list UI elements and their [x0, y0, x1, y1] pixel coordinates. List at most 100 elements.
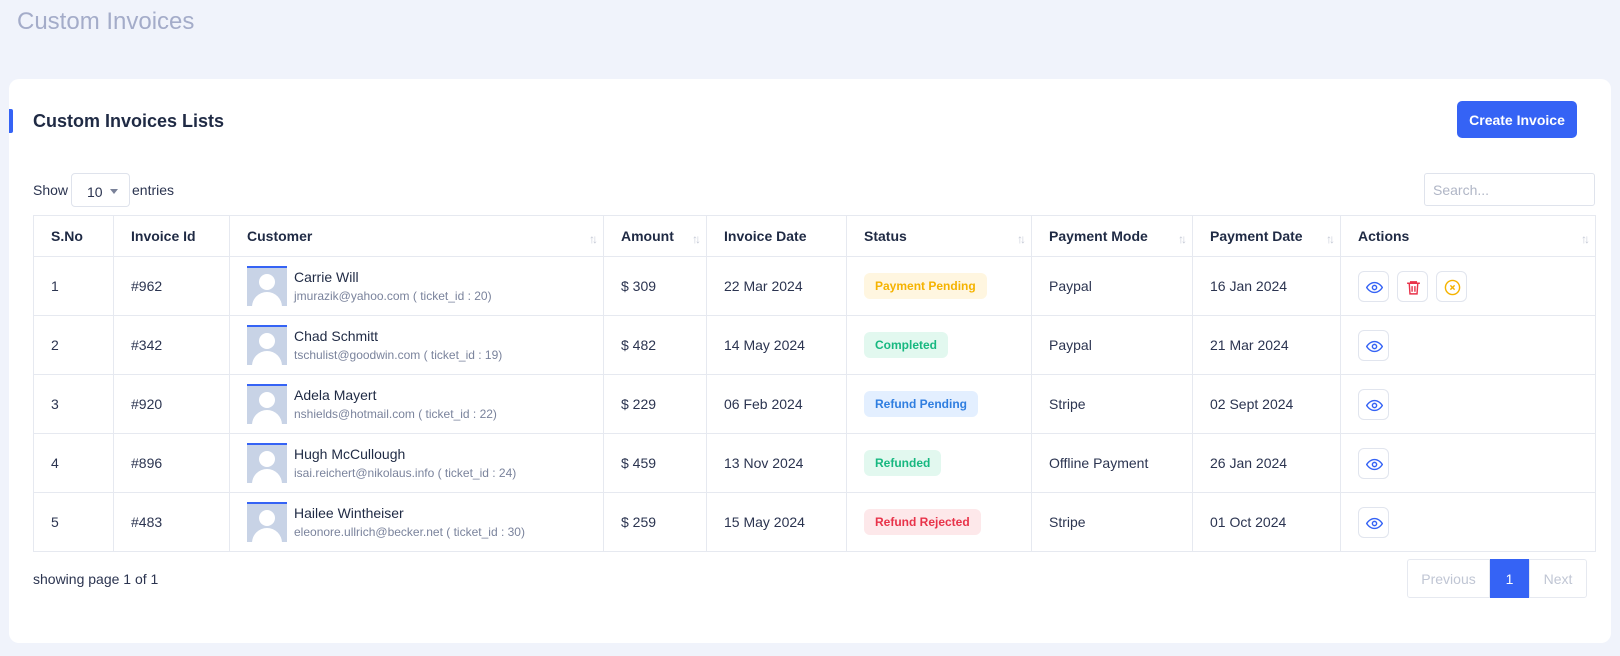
- cell-payment-mode: Paypal: [1031, 256, 1193, 316]
- status-badge: Payment Pending: [864, 273, 987, 299]
- cell-invoice-date: 13 Nov 2024: [706, 433, 847, 493]
- view-button[interactable]: [1358, 506, 1389, 538]
- sort-icon[interactable]: ↑↓: [1017, 232, 1026, 246]
- cell-amount: $ 229: [603, 374, 707, 434]
- cell-sno: 5: [33, 492, 114, 552]
- view-button[interactable]: [1358, 270, 1389, 302]
- cell-invoice-date: 06 Feb 2024: [706, 374, 847, 434]
- table-row: 2 #342 Chad Schmitt tschulist@goodwin.co…: [33, 315, 1596, 375]
- column-header-customer[interactable]: Customer ↑↓: [229, 215, 604, 257]
- customer-name: Adela Mayert: [294, 387, 377, 403]
- customer-email: eleonore.ullrich@becker.net ( ticket_id …: [294, 525, 525, 539]
- cell-customer: Chad Schmitt tschulist@goodwin.com ( tic…: [229, 315, 604, 375]
- trash-icon: [1407, 280, 1420, 295]
- column-header-payment-mode[interactable]: Payment Mode ↑↓: [1031, 215, 1193, 257]
- avatar: [247, 443, 287, 483]
- show-label: Show: [33, 182, 69, 198]
- pagination-info: showing page 1 of 1: [33, 571, 159, 587]
- cell-invoice-id: #483: [113, 492, 230, 552]
- cell-actions: [1340, 256, 1596, 316]
- sort-icon[interactable]: ↑↓: [692, 232, 701, 246]
- search-input[interactable]: [1424, 173, 1595, 206]
- cell-payment-mode: Stripe: [1031, 492, 1193, 552]
- cell-amount: $ 482: [603, 315, 707, 375]
- view-button[interactable]: [1358, 329, 1389, 361]
- cell-actions: [1340, 433, 1596, 493]
- pagination: Previous 1 Next: [1407, 559, 1587, 598]
- customer-name: Hugh McCullough: [294, 446, 406, 462]
- eye-icon: [1366, 458, 1383, 470]
- cell-amount: $ 309: [603, 256, 707, 316]
- status-badge: Refunded: [864, 450, 942, 476]
- cell-payment-date: 16 Jan 2024: [1192, 256, 1341, 316]
- column-header-invoice-date[interactable]: Invoice Date: [706, 215, 847, 257]
- cell-actions: [1340, 374, 1596, 434]
- cancel-circle-icon: [1444, 279, 1461, 295]
- status-badge: Refund Rejected: [864, 509, 981, 535]
- view-button[interactable]: [1358, 388, 1389, 420]
- cell-actions: [1340, 492, 1596, 552]
- sort-icon[interactable]: ↑↓: [1581, 232, 1590, 246]
- cell-payment-date: 21 Mar 2024: [1192, 315, 1341, 375]
- cell-status: Refund Pending: [846, 374, 1032, 434]
- card-header: Custom Invoices Lists Create Invoice: [9, 101, 1611, 138]
- cell-invoice-id: #896: [113, 433, 230, 493]
- eye-icon: [1366, 399, 1383, 411]
- delete-button[interactable]: [1397, 270, 1428, 302]
- view-button[interactable]: [1358, 447, 1389, 479]
- cell-status: Completed: [846, 315, 1032, 375]
- cell-payment-date: 02 Sept 2024: [1192, 374, 1341, 434]
- create-invoice-button[interactable]: Create Invoice: [1457, 101, 1577, 138]
- customer-name: Carrie Will: [294, 269, 359, 285]
- column-header-actions[interactable]: Actions ↑↓: [1340, 215, 1596, 257]
- status-badge: Refund Pending: [864, 391, 978, 417]
- chevron-down-icon: [110, 189, 118, 194]
- customer-email: tschulist@goodwin.com ( ticket_id : 19): [294, 348, 503, 362]
- avatar: [247, 266, 287, 306]
- cell-amount: $ 259: [603, 492, 707, 552]
- cell-sno: 1: [33, 256, 114, 316]
- cell-status: Refunded: [846, 433, 1032, 493]
- column-header-amount[interactable]: Amount ↑↓: [603, 215, 707, 257]
- customer-name: Hailee Wintheiser: [294, 505, 404, 521]
- cell-customer: Adela Mayert nshields@hotmail.com ( tick…: [229, 374, 604, 434]
- avatar: [247, 502, 287, 542]
- column-header-payment-date[interactable]: Payment Date ↑↓: [1192, 215, 1341, 257]
- table-row: 3 #920 Adela Mayert nshields@hotmail.com…: [33, 374, 1596, 434]
- column-header-sno[interactable]: S.No: [33, 215, 114, 257]
- eye-icon: [1366, 517, 1383, 529]
- customer-email: nshields@hotmail.com ( ticket_id : 22): [294, 407, 497, 421]
- previous-page-button[interactable]: Previous: [1407, 559, 1490, 598]
- next-page-button[interactable]: Next: [1529, 559, 1587, 598]
- cell-status: Payment Pending: [846, 256, 1032, 316]
- cell-customer: Hugh McCullough isai.reichert@nikolaus.i…: [229, 433, 604, 493]
- cell-invoice-date: 22 Mar 2024: [706, 256, 847, 316]
- cancel-button[interactable]: [1436, 270, 1467, 302]
- page-size-select[interactable]: 10: [71, 173, 130, 207]
- table-row: 5 #483 Hailee Wintheiser eleonore.ullric…: [33, 492, 1596, 552]
- sort-icon[interactable]: ↑↓: [589, 232, 598, 246]
- avatar: [247, 325, 287, 365]
- page-1-button[interactable]: 1: [1490, 559, 1529, 598]
- card-accent-bar: [9, 109, 13, 133]
- page-size-value: 10: [87, 184, 103, 200]
- cell-customer: Hailee Wintheiser eleonore.ullrich@becke…: [229, 492, 604, 552]
- page-title: Custom Invoices: [17, 8, 195, 35]
- eye-icon: [1366, 340, 1383, 352]
- sort-icon[interactable]: ↑↓: [1326, 232, 1335, 246]
- cell-payment-mode: Stripe: [1031, 374, 1193, 434]
- cell-invoice-id: #962: [113, 256, 230, 316]
- customer-email: jmurazik@yahoo.com ( ticket_id : 20): [294, 289, 492, 303]
- table-header-row: S.No Invoice Id Customer ↑↓ Amount ↑↓ Invo…: [33, 215, 1596, 257]
- table-controls: Show 10 entries: [33, 173, 1595, 207]
- cell-invoice-date: 14 May 2024: [706, 315, 847, 375]
- cell-invoice-id: #920: [113, 374, 230, 434]
- column-header-status[interactable]: Status ↑↓: [846, 215, 1032, 257]
- table-row: 1 #962 Carrie Will jmurazik@yahoo.com ( …: [33, 256, 1596, 316]
- cell-invoice-date: 15 May 2024: [706, 492, 847, 552]
- cell-sno: 4: [33, 433, 114, 493]
- sort-icon[interactable]: ↑↓: [1178, 232, 1187, 246]
- invoices-table: S.No Invoice Id Customer ↑↓ Amount ↑↓ Invo…: [33, 215, 1596, 552]
- column-header-invoice-id[interactable]: Invoice Id: [113, 215, 230, 257]
- cell-payment-date: 01 Oct 2024: [1192, 492, 1341, 552]
